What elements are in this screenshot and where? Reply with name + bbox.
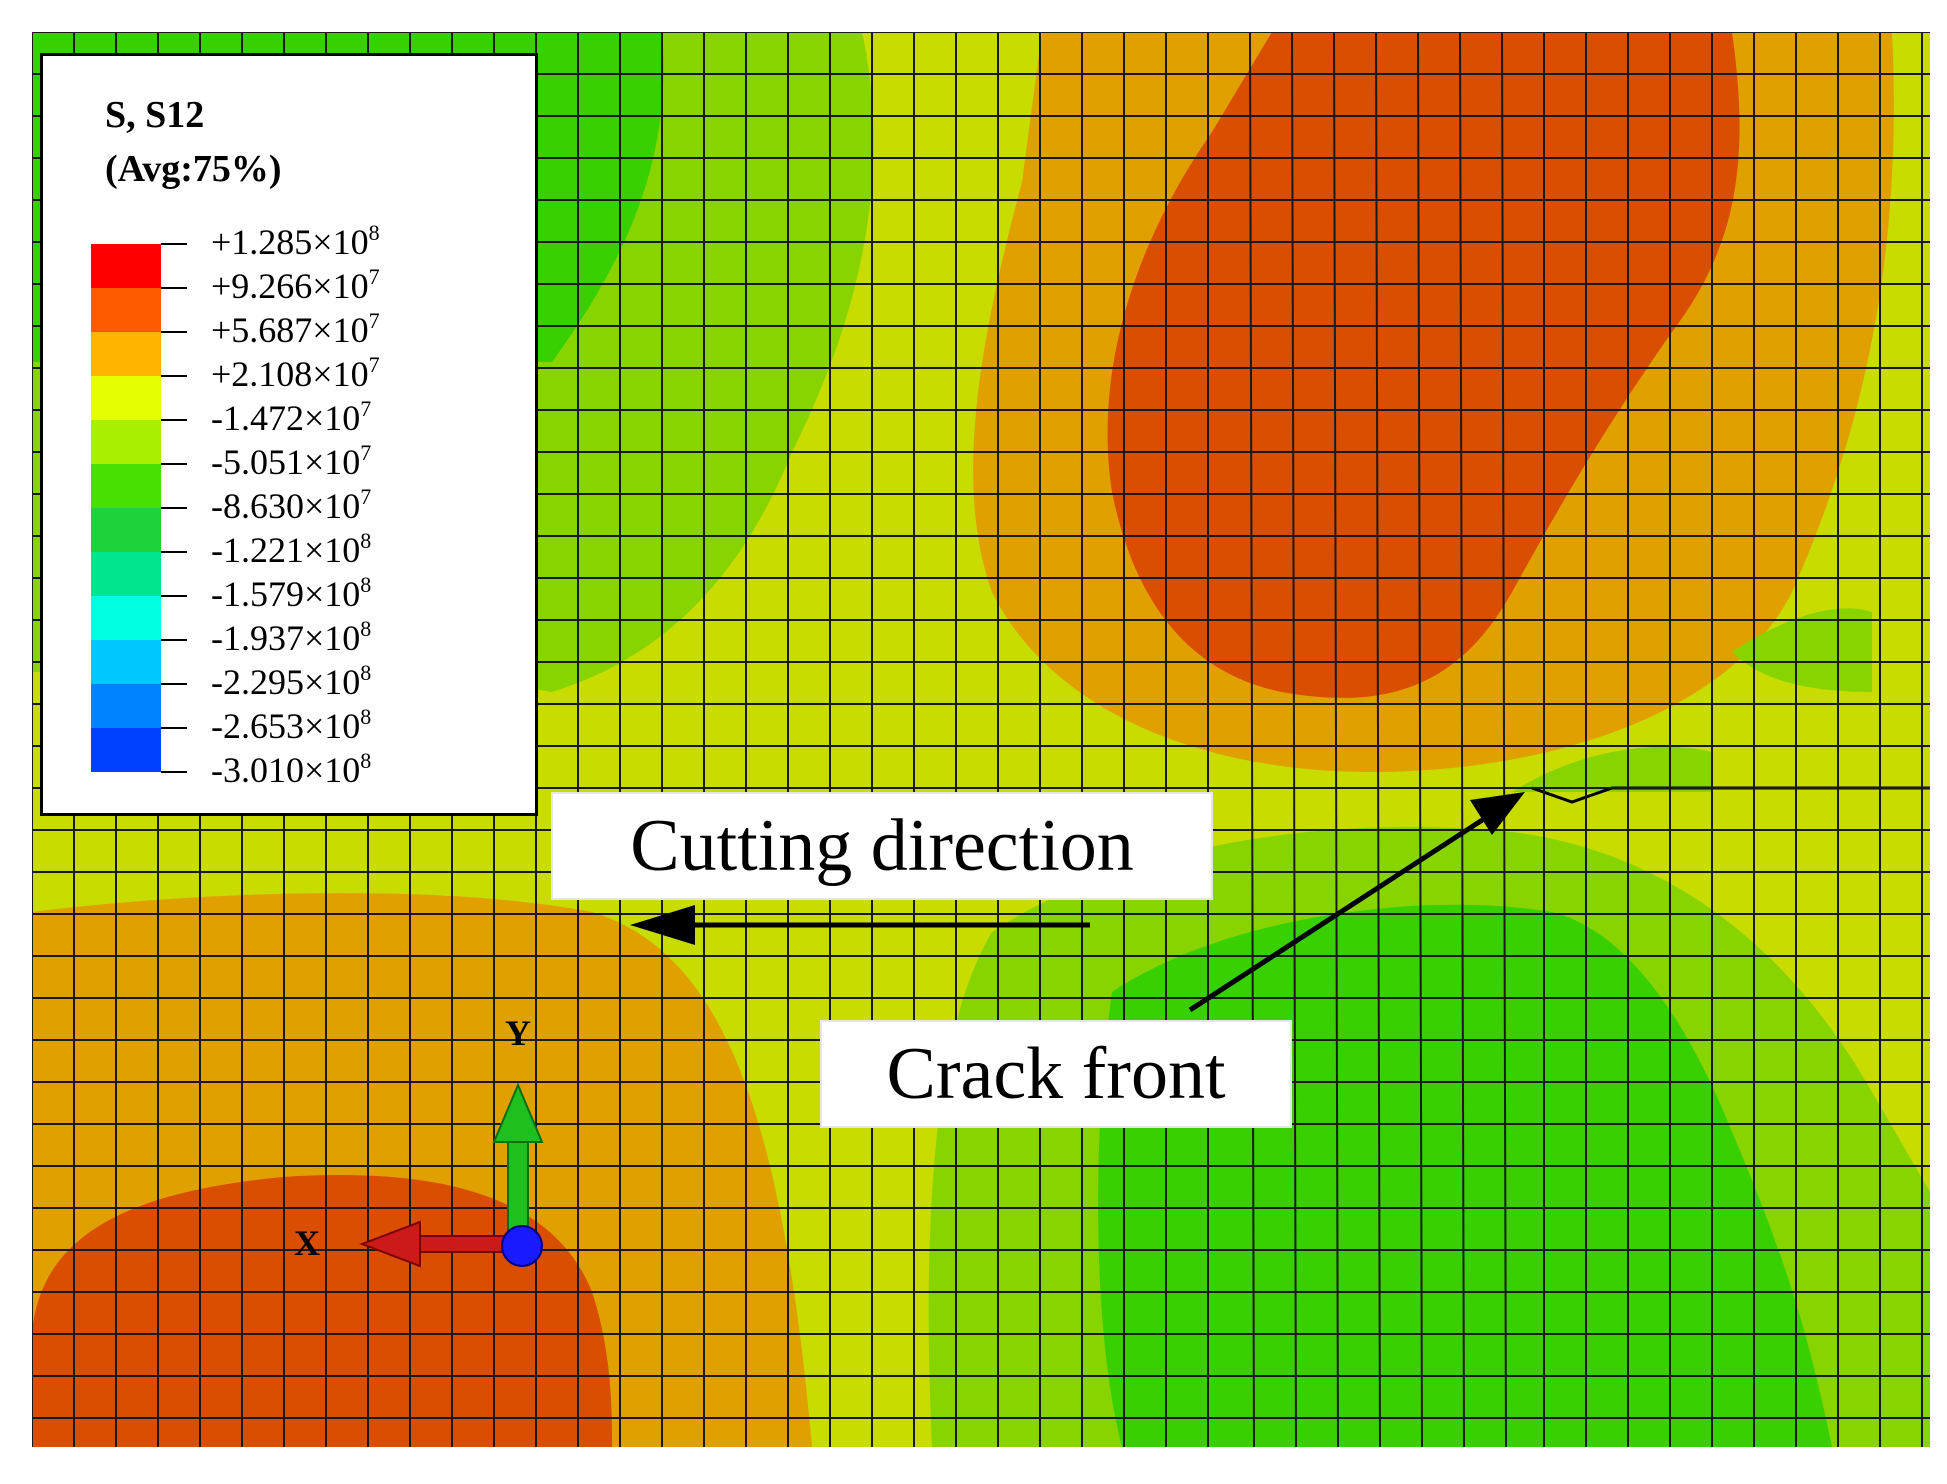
legend-box: S, S12 (Avg:75%) +1.285×108 +9.266×107 +5.… (40, 53, 538, 816)
mesh-line-vertical (1333, 32, 1339, 1447)
legend-value: +1.285×108 (211, 220, 380, 263)
crack-front-arrowhead (1470, 792, 1525, 835)
legend-swatch (91, 244, 161, 288)
legend-value: +5.687×107 (211, 308, 380, 351)
legend-tick (161, 727, 187, 729)
mesh-line-vertical (1501, 32, 1507, 1447)
legend-value-exponent: 8 (360, 528, 372, 553)
legend-tick (161, 639, 187, 641)
legend-title-variable: S, S12 (105, 94, 205, 136)
legend-tick (161, 243, 187, 245)
legend-tick (161, 683, 187, 685)
legend-tick (161, 507, 187, 509)
legend-swatch (91, 552, 161, 596)
crack-front-label: Crack front (820, 1020, 1292, 1128)
cutting-direction-label: Cutting direction (551, 792, 1213, 900)
legend-value-mantissa: +1.285×10 (211, 222, 369, 262)
cutting-direction-text: Cutting direction (630, 804, 1134, 887)
legend-value-exponent: 7 (360, 396, 372, 421)
legend-title: S, S12 (Avg:75%) (105, 88, 282, 196)
legend-swatch (91, 332, 161, 376)
cutting-direction-arrowhead (630, 905, 695, 945)
legend-swatch (91, 640, 161, 684)
legend-value-mantissa: -1.472×10 (211, 398, 361, 438)
legend-value: -1.472×107 (211, 396, 372, 439)
legend-swatch (91, 508, 161, 552)
legend-value-exponent: 7 (360, 440, 372, 465)
legend-swatch (91, 464, 161, 508)
legend-swatch (91, 420, 161, 464)
legend-value: +9.266×107 (211, 264, 380, 307)
y-axis-shaft (507, 1139, 529, 1241)
legend-value-mantissa: -1.937×10 (211, 618, 361, 658)
legend-tick (161, 419, 187, 421)
legend-value-mantissa: -2.295×10 (211, 662, 361, 702)
legend-value-exponent: 8 (360, 748, 372, 773)
band-green-cracktip (1512, 746, 1712, 792)
x-axis-arrowhead (359, 1220, 421, 1268)
mesh-line-vertical (1375, 32, 1381, 1447)
legend-swatch (91, 288, 161, 332)
legend-tick (161, 463, 187, 465)
legend-tick (161, 551, 187, 553)
legend-value: -5.051×107 (211, 440, 372, 483)
legend-value-mantissa: +5.687×10 (211, 310, 369, 350)
legend-value-mantissa: -2.653×10 (211, 706, 361, 746)
legend-value: +2.108×107 (211, 352, 380, 395)
legend-swatch (91, 376, 161, 420)
mesh-line-vertical (1291, 32, 1297, 1447)
legend-value: -1.221×108 (211, 528, 372, 571)
crack-front-arrow (1188, 812, 1492, 1013)
band-red-top (1107, 32, 1740, 698)
legend-value: -1.937×108 (211, 616, 372, 659)
legend-value-mantissa: +2.108×10 (211, 354, 369, 394)
legend-value: -2.295×108 (211, 660, 372, 703)
legend-value-exponent: 8 (368, 220, 380, 245)
mesh-line-vertical (1459, 32, 1465, 1447)
legend-value-exponent: 7 (368, 308, 380, 333)
z-axis-dot (501, 1225, 543, 1267)
legend-tick (161, 595, 187, 597)
legend-swatch (91, 596, 161, 640)
legend-tick (161, 331, 187, 333)
mesh-line-vertical (1249, 32, 1255, 1447)
crack-front-text: Crack front (886, 1032, 1226, 1115)
legend-value-exponent: 7 (368, 352, 380, 377)
legend-value-exponent: 8 (360, 660, 372, 685)
legend-value-mantissa: -3.010×10 (211, 750, 361, 790)
x-axis-label: X (294, 1223, 320, 1263)
legend-value: -3.010×108 (211, 748, 372, 791)
legend-value-exponent: 8 (360, 572, 372, 597)
legend-value-mantissa: -1.221×10 (211, 530, 361, 570)
legend-value-mantissa: -8.630×10 (211, 486, 361, 526)
legend-tick (161, 287, 187, 289)
legend-value-mantissa: -5.051×10 (211, 442, 361, 482)
y-axis-arrowhead (492, 1082, 544, 1143)
legend-value-mantissa: +9.266×10 (211, 266, 369, 306)
legend-value-exponent: 7 (360, 484, 372, 509)
legend-value: -2.653×108 (211, 704, 372, 747)
legend-value: -1.579×108 (211, 572, 372, 615)
coordinate-triad (359, 1082, 544, 1268)
legend-swatch (91, 684, 161, 728)
legend-tick (161, 771, 187, 773)
legend-value-exponent: 8 (360, 704, 372, 729)
legend-tick (161, 375, 187, 377)
legend-value-mantissa: -1.579×10 (211, 574, 361, 614)
y-axis-label: Y (505, 1013, 531, 1053)
legend-title-averaging: (Avg:75%) (105, 148, 282, 190)
legend-value-exponent: 7 (368, 264, 380, 289)
legend-value-exponent: 8 (360, 616, 372, 641)
legend-value: -8.630×107 (211, 484, 372, 527)
legend-swatch (91, 728, 161, 772)
mesh-line-vertical (1417, 32, 1423, 1447)
